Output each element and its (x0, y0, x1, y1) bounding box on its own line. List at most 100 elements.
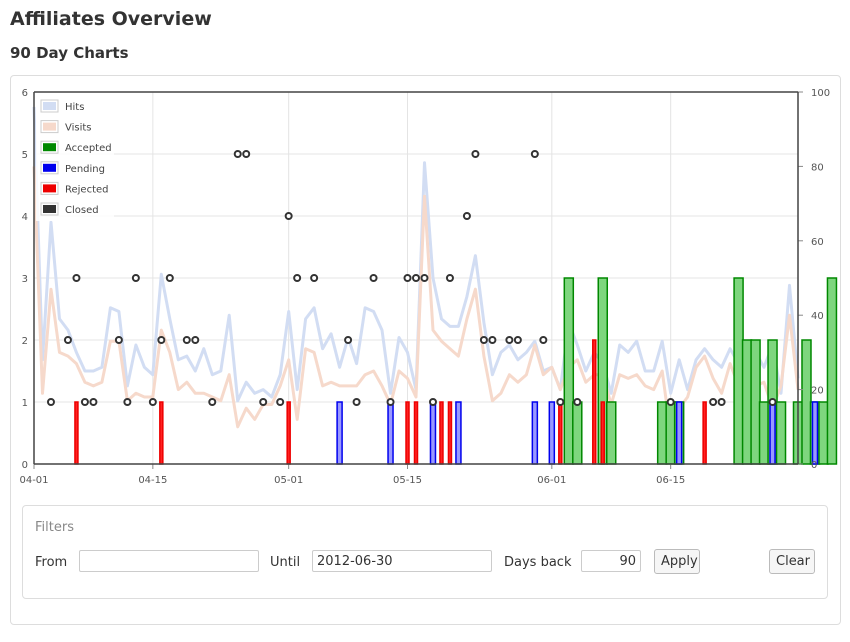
point-closed (165, 274, 174, 282)
bar-pending (336, 401, 343, 465)
x-tick-label: 06-15 (656, 475, 685, 486)
legend-bg (36, 95, 114, 221)
bar-rejected (405, 401, 410, 465)
y-right-tick-label: 60 (811, 237, 824, 248)
section-title: 90 Day Charts (10, 44, 129, 62)
y-left-tick-label: 5 (22, 150, 28, 161)
point-closed (242, 150, 251, 158)
bar-accepted (572, 401, 583, 465)
y-right-tick-label: 0 (811, 460, 817, 471)
legend-swatch-pending (43, 163, 56, 172)
point-closed (191, 336, 200, 344)
bar-accepted (733, 277, 744, 465)
point-closed (479, 336, 488, 344)
bar-pending (429, 401, 437, 465)
point-closed (131, 274, 140, 282)
y-right-tick-label: 100 (811, 88, 830, 99)
point-closed (539, 336, 548, 344)
filters-panel: Filters From Until Days back Apply Clear (22, 505, 828, 599)
legend-swatch-accepted (43, 143, 56, 152)
legend-label-closed: Closed (65, 205, 99, 216)
point-closed (344, 336, 353, 344)
bar-accepted (801, 339, 812, 465)
bar-rejected (702, 401, 707, 465)
legend-swatch-hits (43, 102, 56, 110)
filters-title: Filters (35, 520, 74, 535)
point-closed (310, 274, 319, 282)
point-closed (420, 274, 429, 282)
bar-pending (531, 401, 539, 465)
point-closed (123, 398, 132, 406)
apply-button[interactable]: Apply (654, 549, 700, 574)
bar-rejected (558, 401, 563, 465)
bar-accepted (741, 339, 753, 465)
x-tick-label: 04-01 (19, 475, 48, 486)
bar-accepted (818, 401, 829, 465)
bar-rejected (286, 401, 291, 465)
legend-label-hits: Hits (65, 102, 84, 113)
point-closed (63, 336, 72, 344)
bar-pending (387, 401, 394, 465)
point-closed (505, 336, 514, 344)
x-tick-label: 05-15 (393, 475, 422, 486)
point-closed (403, 274, 412, 282)
legend-swatch-visits (43, 122, 56, 131)
y-left-tick-label: 1 (22, 398, 28, 409)
bar-rejected (447, 401, 453, 465)
point-closed (46, 398, 55, 406)
bar-accepted (750, 339, 761, 465)
point-closed (428, 398, 437, 406)
y-left-tick-label: 4 (22, 212, 28, 223)
point-closed (80, 398, 89, 406)
point-closed (768, 398, 777, 406)
bar-rejected (413, 401, 419, 465)
y-left-tick-label: 2 (22, 336, 28, 347)
legend-label-rejected: Rejected (65, 184, 109, 195)
bar-pending (769, 401, 776, 465)
bar-accepted (563, 277, 575, 465)
bar-pending (811, 401, 819, 465)
point-closed (148, 398, 157, 406)
series-points (46, 150, 777, 406)
point-closed (488, 336, 497, 344)
bar-accepted (826, 277, 838, 465)
bar-accepted (775, 401, 787, 465)
point-closed (259, 398, 268, 406)
bar-pending (675, 401, 683, 465)
legend-label-pending: Pending (65, 164, 105, 175)
point-closed (386, 398, 395, 406)
y-left-tick-label: 0 (22, 460, 28, 471)
point-closed (666, 398, 675, 406)
point-closed (369, 274, 378, 282)
bar-pending (455, 401, 462, 465)
point-closed (471, 150, 480, 158)
bar-accepted (758, 401, 770, 465)
point-closed (709, 398, 718, 406)
point-closed (462, 212, 471, 220)
bar-rejected (592, 339, 597, 465)
x-tick-label: 04-15 (138, 475, 167, 486)
until-input[interactable] (312, 550, 492, 572)
point-closed (530, 150, 539, 158)
bar-rejected (74, 401, 79, 465)
y-right-tick-label: 80 (811, 162, 824, 173)
point-closed (573, 398, 582, 406)
bar-pending (548, 401, 556, 465)
page-title: Affiliates Overview (10, 8, 212, 30)
y-left-tick-label: 3 (22, 274, 28, 285)
legend: Hits Visits Accepted Pending Rejected Closed (36, 95, 114, 221)
bar-accepted (605, 401, 617, 465)
point-closed (89, 398, 98, 406)
clear-button[interactable]: Clear (769, 549, 815, 574)
bar-rejected (600, 401, 606, 465)
days-back-input[interactable] (581, 550, 641, 572)
point-closed (445, 274, 454, 282)
x-tick-label: 05-01 (274, 475, 303, 486)
legend-swatch-rejected (43, 184, 56, 193)
point-closed (513, 336, 522, 344)
from-input[interactable] (79, 550, 259, 572)
point-closed (208, 398, 217, 406)
y-right-tick-label: 20 (811, 386, 824, 397)
